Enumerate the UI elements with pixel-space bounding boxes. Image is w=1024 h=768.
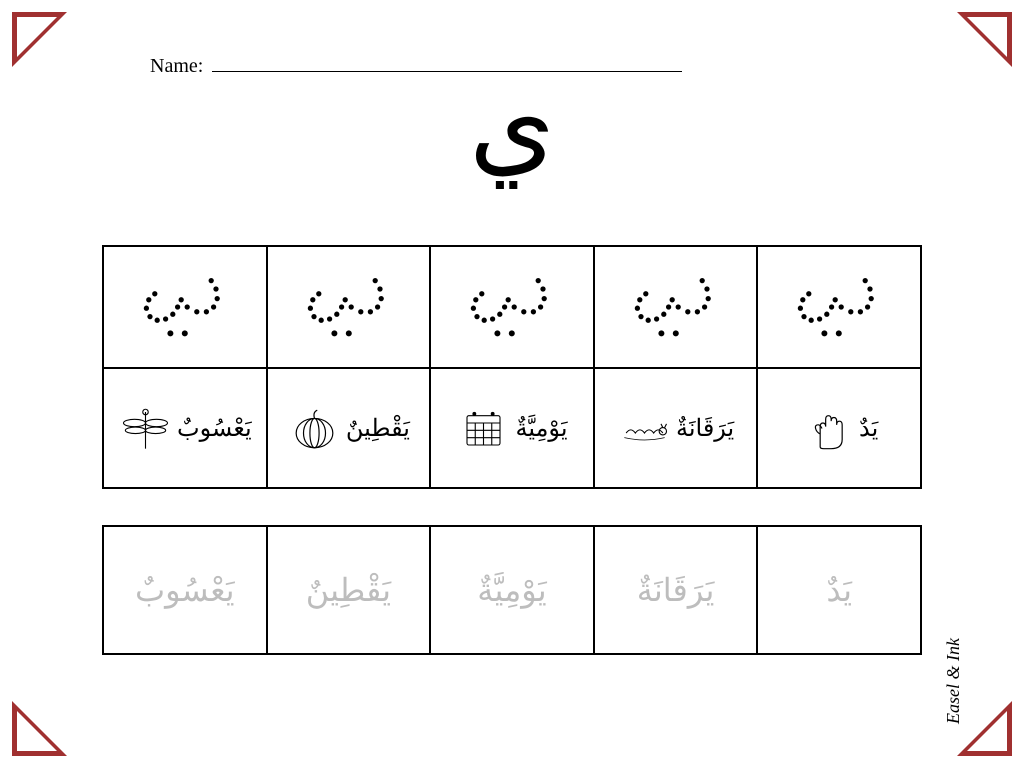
corner-decoration-br	[957, 701, 1012, 756]
dotted-word-cell[interactable]: يَقْطِينٌ	[266, 527, 430, 653]
trace-cell[interactable]	[266, 247, 430, 367]
dotted-word-cell[interactable]: يَرَقَانَةٌ	[593, 527, 757, 653]
dotted-word-cell[interactable]: يَوْمِيَّةٌ	[429, 527, 593, 653]
dotted-word-cell[interactable]: يَدٌ	[756, 527, 920, 653]
vocab-cell: يَوْمِيَّةٌ	[429, 369, 593, 487]
vocab-word: يَوْمِيَّةٌ	[515, 414, 567, 443]
dotted-yaa-icon	[268, 247, 430, 367]
dotted-yaa-icon	[758, 247, 920, 367]
hand-icon	[800, 401, 855, 456]
dotted-yaa-icon	[431, 247, 593, 367]
dotted-word: يَرَقَانَةٌ	[637, 571, 715, 609]
vocab-cell: يَقْطِينٌ	[266, 369, 430, 487]
dotted-word: يَدٌ	[826, 571, 852, 609]
pumpkin-icon	[287, 401, 342, 456]
trace-cell[interactable]	[593, 247, 757, 367]
practice-grid-bottom: يَعْسُوبٌ يَقْطِينٌ يَوْمِيَّةٌ يَرَقَانَةٌ…	[102, 525, 922, 655]
pumpkin-icon	[287, 401, 342, 456]
vocab-word: يَقْطِينٌ	[346, 414, 410, 443]
calendar-icon	[456, 401, 511, 456]
dotted-word: يَوْمِيَّةٌ	[477, 571, 546, 609]
vocab-word: يَرَقَانَةٌ	[676, 414, 734, 443]
featured-letter: ي	[0, 70, 1024, 180]
trace-cell[interactable]	[104, 247, 266, 367]
dotted-word: يَقْطِينٌ	[306, 571, 391, 609]
dotted-word-cell[interactable]: يَعْسُوبٌ	[104, 527, 266, 653]
trace-letter-row	[104, 247, 920, 367]
vocabulary-row: يَعْسُوبٌ يَقْطِينٌ يَوْمِيَّةٌ يَرَقَانَةٌ…	[104, 367, 920, 487]
dotted-yaa-icon	[104, 247, 266, 367]
trace-cell[interactable]	[756, 247, 920, 367]
caterpillar-icon	[617, 401, 672, 456]
credit-text: Easel & Ink	[943, 638, 964, 724]
trace-cell[interactable]	[429, 247, 593, 367]
hand-icon	[800, 401, 855, 456]
vocab-word: يَدٌ	[859, 414, 878, 443]
vocab-cell: يَدٌ	[756, 369, 920, 487]
calendar-icon	[456, 401, 511, 456]
practice-grid-top: يَعْسُوبٌ يَقْطِينٌ يَوْمِيَّةٌ يَرَقَانَةٌ…	[102, 245, 922, 489]
corner-decoration-tr	[957, 12, 1012, 67]
dotted-yaa-icon	[595, 247, 757, 367]
caterpillar-icon	[617, 401, 672, 456]
dragonfly-icon	[118, 401, 173, 456]
vocab-word: يَعْسُوبٌ	[177, 414, 252, 443]
dotted-word: يَعْسُوبٌ	[135, 571, 235, 609]
corner-decoration-bl	[12, 701, 67, 756]
vocab-cell: يَرَقَانَةٌ	[593, 369, 757, 487]
corner-decoration-tl	[12, 12, 67, 67]
dragonfly-icon	[118, 401, 173, 456]
vocab-cell: يَعْسُوبٌ	[104, 369, 266, 487]
